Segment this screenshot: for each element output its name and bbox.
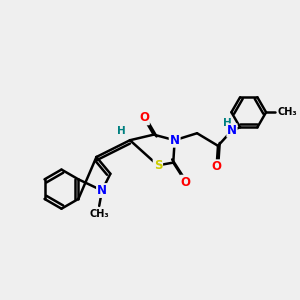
Text: N: N <box>227 124 237 137</box>
Text: O: O <box>181 176 191 189</box>
Text: N: N <box>170 134 180 147</box>
Text: O: O <box>139 111 149 124</box>
Text: S: S <box>154 159 162 172</box>
Text: N: N <box>97 184 107 197</box>
Text: O: O <box>212 160 222 173</box>
Text: H: H <box>117 127 126 136</box>
Text: CH₃: CH₃ <box>278 107 297 117</box>
Text: CH₃: CH₃ <box>89 209 109 219</box>
Text: H: H <box>224 118 232 128</box>
